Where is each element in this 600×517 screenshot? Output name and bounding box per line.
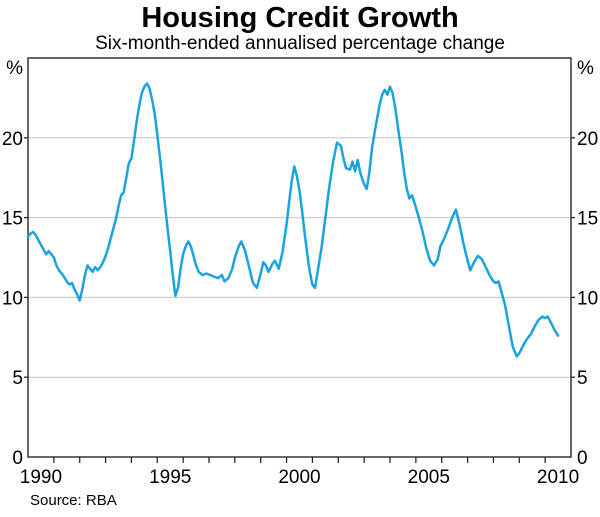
chart-title: Housing Credit Growth: [141, 2, 459, 34]
y-tick-label-right: 0: [577, 448, 588, 469]
x-tick-label: 1990: [20, 467, 62, 488]
series-line-housing-credit: [26, 82, 560, 358]
y-tick-label-right: 5: [577, 368, 588, 389]
y-tick-label-left: 20: [2, 129, 23, 150]
chart-subtitle: Six-month-ended annualised percentage ch…: [95, 33, 505, 54]
x-tick-label: 1995: [149, 467, 191, 488]
x-tick-label: 2000: [278, 467, 320, 488]
y-tick-label-right: 10: [577, 288, 598, 309]
y-tick-label-left: 15: [2, 209, 23, 230]
y-tick-label-right: 20: [577, 129, 598, 150]
unit-label-right: %: [577, 58, 594, 79]
y-tick-label-right: 15: [577, 209, 598, 230]
unit-label-left: %: [6, 58, 23, 79]
x-tick-label: 2010: [537, 467, 579, 488]
y-tick-label-left: 5: [12, 368, 23, 389]
y-tick-label-left: 0: [12, 448, 23, 469]
x-tick-label: 2005: [408, 467, 450, 488]
source-note: Source: RBA: [30, 492, 117, 509]
y-tick-label-left: 10: [2, 288, 23, 309]
plot-frame: [27, 57, 572, 458]
